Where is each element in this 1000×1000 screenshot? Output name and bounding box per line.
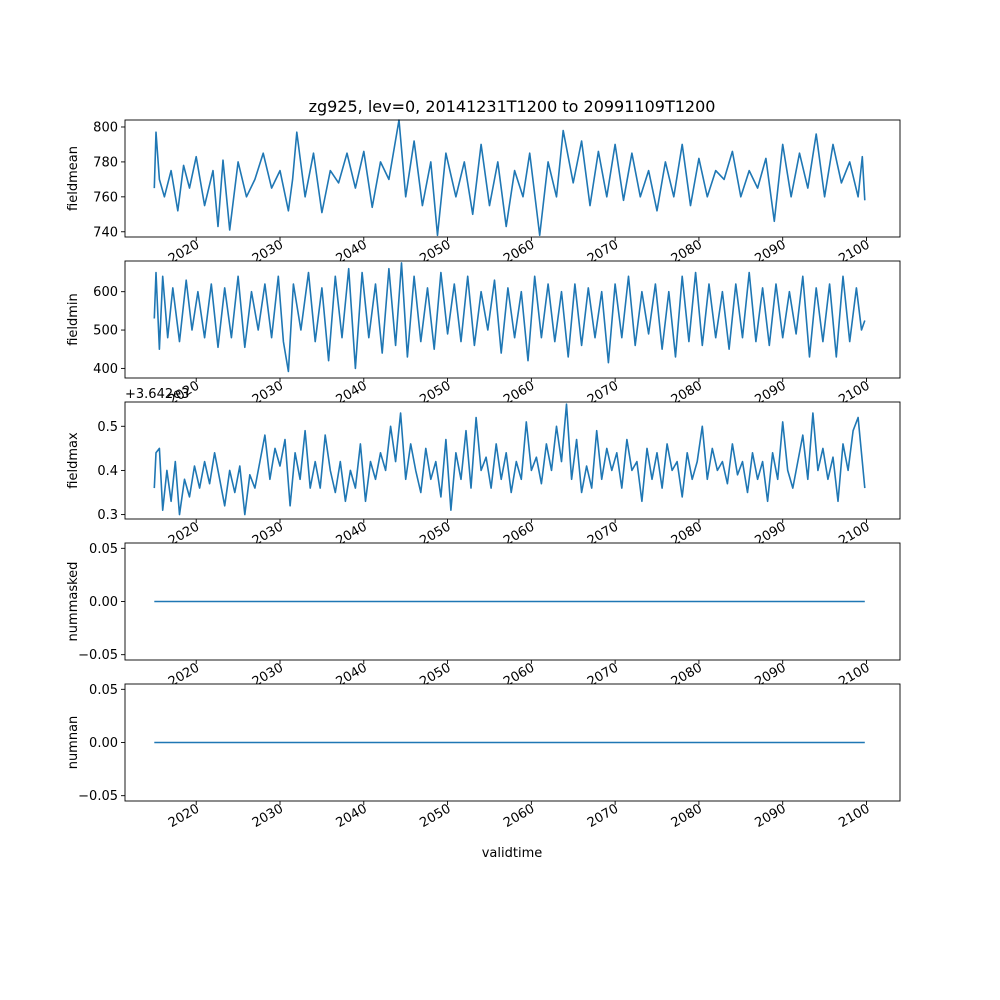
nummasked-y-axis-label: nummasked bbox=[66, 562, 81, 642]
x-tick-label: 2060 bbox=[501, 801, 537, 831]
x-tick-label: 2080 bbox=[669, 801, 705, 831]
fieldmean-y-tick-label: 780 bbox=[93, 155, 118, 170]
fieldmean-y-tick-label: 760 bbox=[93, 190, 118, 205]
numnan-y-tick-label: −0.05 bbox=[78, 789, 118, 804]
fieldmin-y-tick-label: 400 bbox=[93, 362, 118, 377]
fieldmax-y-tick-label: 0.4 bbox=[97, 464, 118, 479]
fieldmin-y-axis-label: fieldmin bbox=[66, 293, 81, 346]
panel-background bbox=[125, 402, 900, 519]
x-tick-label: 2070 bbox=[585, 801, 621, 831]
x-axis-label: validtime bbox=[482, 846, 543, 861]
panel-numnan: −0.05 0.00 0.05 2020 2030 2040 2050 2060 2070 208… bbox=[66, 683, 901, 831]
x-tick-label: 2020 bbox=[166, 801, 202, 831]
fieldmax-series-line bbox=[153, 403, 866, 516]
x-tick-label: 2090 bbox=[753, 801, 789, 831]
fieldmin-series-line bbox=[153, 262, 866, 373]
nummasked-y-tick-label: 0.05 bbox=[89, 542, 118, 557]
fieldmean-y-tick-label: 740 bbox=[93, 225, 118, 240]
chart-title: zg925, lev=0, 20141231T1200 to 20991109T… bbox=[309, 97, 716, 116]
fieldmax-y-axis-label: fieldmax bbox=[66, 432, 81, 489]
nummasked-y-tick-label: −0.05 bbox=[78, 648, 118, 663]
fieldmin-y-tick-label: 600 bbox=[93, 285, 118, 300]
fieldmin-axes-frame bbox=[124, 260, 901, 379]
fieldmax-y-tick-label: 0.3 bbox=[97, 508, 118, 523]
x-tick-label: 2030 bbox=[250, 801, 286, 831]
x-tick-label: 2040 bbox=[334, 801, 370, 831]
fieldmean-series-line bbox=[153, 119, 866, 237]
fieldmean-axes-frame bbox=[124, 119, 901, 238]
fieldmax-offset-text: +3.642e3 bbox=[125, 387, 189, 402]
fieldmax-y-tick-label: 0.5 bbox=[97, 420, 118, 435]
fieldmin-y-tick-label: 500 bbox=[93, 324, 118, 339]
fieldmean-y-tick-label: 800 bbox=[93, 120, 118, 135]
panels: 740 760 780 800 2020 2030 2040 2050 2060 2070 2080… bbox=[66, 119, 901, 831]
numnan-y-tick-label: 0.05 bbox=[89, 683, 118, 698]
nummasked-y-tick-label: 0.00 bbox=[89, 595, 118, 610]
fieldmax-axes-frame bbox=[124, 401, 901, 520]
numnan-y-tick-label: 0.00 bbox=[89, 736, 118, 751]
x-tick-label: 2050 bbox=[417, 801, 453, 831]
numnan-y-axis-label: numnan bbox=[66, 716, 81, 770]
x-tick-label: 2100 bbox=[836, 801, 872, 831]
fieldmean-y-axis-label: fieldmean bbox=[66, 146, 81, 211]
